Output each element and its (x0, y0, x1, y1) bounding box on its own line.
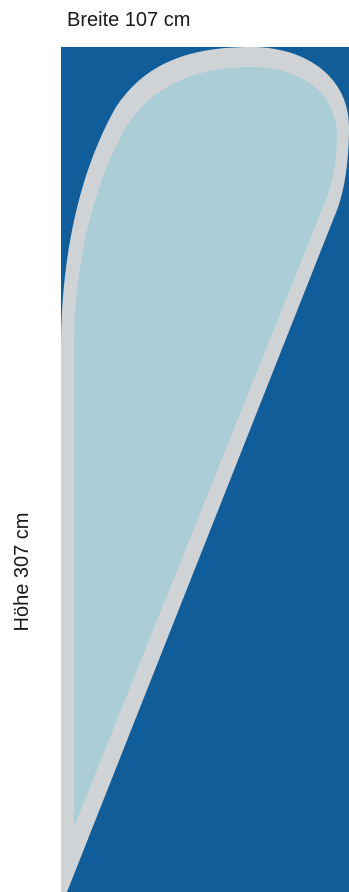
height-label: Höhe 307 cm (11, 512, 33, 632)
teardrop-flag-fill (74, 67, 337, 827)
teardrop-flag-diagram (61, 47, 349, 892)
width-label: Breite 107 cm (67, 9, 191, 31)
